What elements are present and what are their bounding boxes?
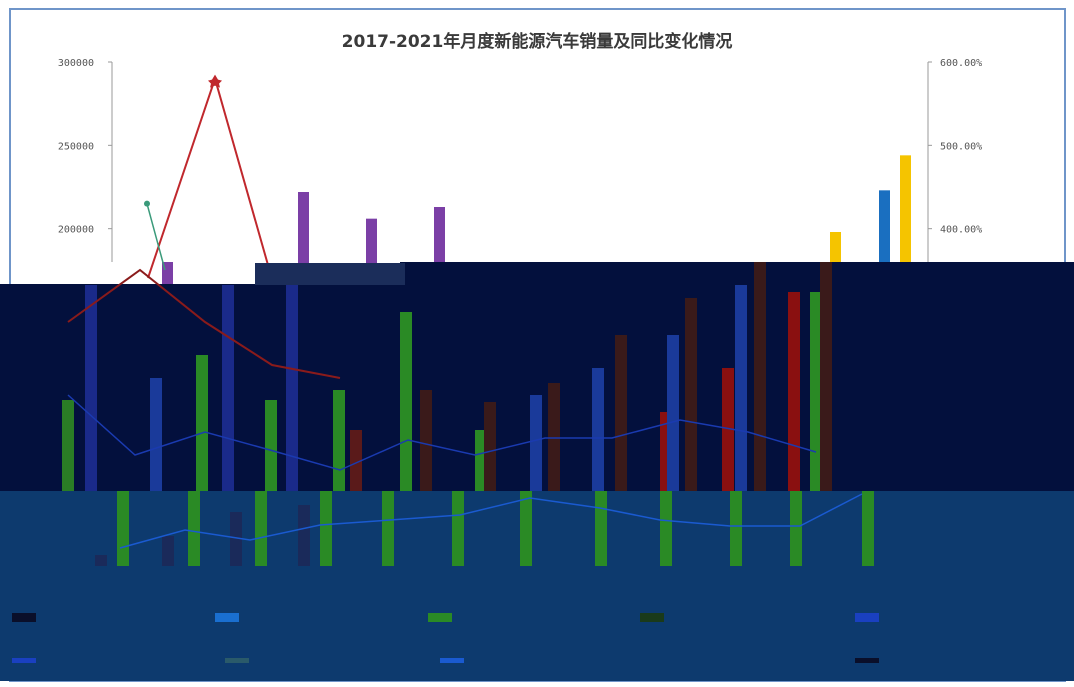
glitch-bar	[862, 491, 874, 566]
glitch-bar	[592, 368, 604, 491]
glitch-bar	[788, 292, 800, 491]
glitch-bar	[298, 505, 310, 566]
legend-swatch	[640, 613, 664, 622]
legend-swatch	[855, 658, 879, 663]
glitch-bar	[420, 390, 432, 491]
legend-swatch	[215, 613, 239, 622]
legend-swatch	[440, 658, 464, 663]
glitch-bar	[685, 298, 697, 491]
glitch-line	[67, 394, 817, 471]
legend-swatch	[428, 613, 452, 622]
right-tick-label: 500.00%	[940, 141, 982, 152]
glitch-bar	[722, 368, 734, 491]
glitch-bar	[95, 555, 107, 566]
glitch-bar	[810, 292, 822, 491]
glitch-bar	[452, 491, 464, 566]
noise-block	[255, 263, 405, 285]
right-tick-label: 600.00%	[940, 58, 982, 69]
glitch-bar	[255, 491, 267, 566]
glitch-bar	[400, 312, 412, 491]
glitch-bar	[667, 335, 679, 491]
corrupted-region	[0, 262, 1074, 681]
glitch-bar	[615, 335, 627, 491]
glitch-bar	[754, 262, 766, 491]
lower-band	[0, 491, 1074, 681]
glitch-bar	[230, 512, 242, 566]
glitch-bar	[333, 390, 345, 491]
glitch-bar	[530, 395, 542, 491]
glitch-line	[67, 268, 341, 379]
glitch-bar	[520, 491, 532, 566]
glitch-bar	[286, 285, 298, 491]
left-tick-label: 300000	[58, 58, 94, 69]
glitch-bar	[188, 491, 200, 566]
legend-swatch	[225, 658, 249, 663]
left-axis: 300000 250000 200000	[58, 58, 113, 262]
glitch-bar	[484, 402, 496, 491]
line-series	[147, 75, 269, 279]
glitch-bar	[265, 400, 277, 491]
glitch-bar	[85, 285, 97, 491]
glitch-bar	[735, 285, 747, 491]
legend-swatch	[12, 613, 36, 622]
legend-swatch	[12, 658, 36, 663]
line-series	[146, 203, 166, 271]
right-axis: 600.00% 500.00% 400.00%	[927, 58, 982, 262]
glitch-bar	[117, 491, 129, 566]
glitch-bar	[62, 400, 74, 491]
glitch-line	[119, 493, 863, 549]
glitch-bar	[222, 285, 234, 491]
glitch-bar	[162, 536, 174, 566]
left-tick-label: 200000	[58, 225, 94, 236]
glitch-bar	[660, 491, 672, 566]
glitch-bar	[548, 383, 560, 491]
glitch-bar	[595, 491, 607, 566]
chart-title: 2017-2021年月度新能源汽车销量及同比变化情况	[342, 31, 733, 52]
glitch-bar	[790, 491, 802, 566]
glitch-bar	[320, 491, 332, 566]
glitch-bar	[150, 378, 162, 491]
glitch-bar	[196, 355, 208, 491]
left-tick-label: 250000	[58, 141, 94, 152]
legend-swatch	[855, 613, 879, 622]
glitch-bar	[350, 430, 362, 491]
line-point	[144, 200, 150, 207]
line-point	[208, 74, 222, 88]
glitch-bar	[820, 262, 832, 491]
glitch-bar	[382, 491, 394, 566]
glitch-bar	[730, 491, 742, 566]
right-tick-label: 400.00%	[940, 225, 982, 236]
